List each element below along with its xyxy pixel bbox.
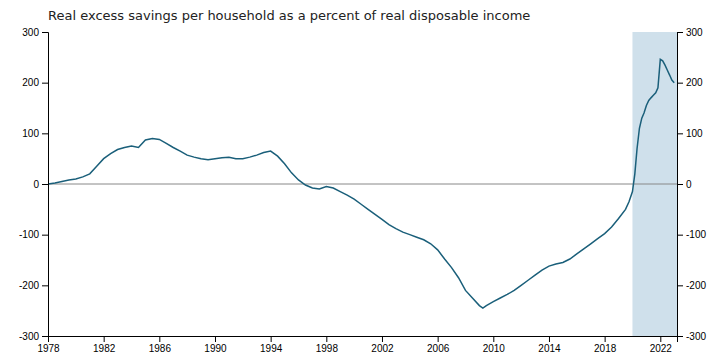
- tick: 1990: [204, 336, 227, 354]
- tick-label: 200: [686, 77, 703, 88]
- tick-mark: [493, 336, 494, 342]
- tick-mark: [549, 336, 550, 342]
- tick-mark: [677, 285, 683, 286]
- tick: 2022: [650, 336, 673, 354]
- tick-mark: [438, 336, 439, 342]
- tick-mark: [677, 32, 683, 33]
- axis-line: [49, 337, 678, 343]
- tick-mark: [382, 336, 383, 342]
- tick-mark: [677, 336, 683, 337]
- axis-line: [678, 33, 684, 337]
- tick: 100: [22, 128, 48, 139]
- tick: 200: [677, 77, 703, 88]
- data-line: [48, 59, 674, 308]
- tick-mark: [677, 184, 683, 185]
- tick-mark: [677, 133, 683, 134]
- tick: 300: [677, 27, 703, 38]
- tick-label: 1998: [316, 343, 339, 354]
- tick-label: 1982: [93, 343, 116, 354]
- tick-label: -100: [19, 229, 39, 240]
- tick-mark: [104, 336, 105, 342]
- tick-label: 2014: [538, 343, 561, 354]
- tick: 2018: [594, 336, 617, 354]
- tick-label: 2018: [594, 343, 617, 354]
- tick-mark: [42, 184, 48, 185]
- tick-mark: [42, 336, 48, 337]
- tick: 100: [677, 128, 703, 139]
- tick-label: 300: [22, 27, 39, 38]
- tick-mark: [677, 83, 683, 84]
- tick: 0: [33, 179, 48, 190]
- tick-mark: [42, 83, 48, 84]
- tick-mark: [215, 336, 216, 342]
- tick-label: -300: [19, 331, 39, 342]
- tick-label: 0: [33, 179, 39, 190]
- tick-label: 2010: [483, 343, 506, 354]
- tick-mark: [326, 336, 327, 342]
- tick: -200: [677, 280, 706, 291]
- tick-mark: [42, 235, 48, 236]
- tick: 0: [677, 179, 692, 190]
- tick-label: -300: [686, 331, 706, 342]
- tick-label: -200: [19, 280, 39, 291]
- plot-area: 1978 1982 1986 1990 1994 1998 2002 2006 2010 2014…: [19, 27, 706, 354]
- tick-label: 300: [686, 27, 703, 38]
- title: Real excess savings per household as a p…: [48, 8, 530, 23]
- tick-mark: [660, 336, 661, 342]
- data-layer: [48, 32, 677, 336]
- tick-label: 1990: [204, 343, 227, 354]
- y2-axis: -300 -200 -100 0 100 200 300: [677, 27, 706, 342]
- tick-label: 1978: [37, 343, 60, 354]
- tick: 1986: [149, 336, 172, 354]
- tick: 2002: [371, 336, 394, 354]
- tick-mark: [159, 336, 160, 342]
- tick: 1998: [316, 336, 339, 354]
- tick: 1982: [93, 336, 116, 354]
- tick: 1994: [260, 336, 283, 354]
- tick: -300: [677, 331, 706, 342]
- axis-line: [42, 33, 49, 337]
- tick-mark: [42, 133, 48, 134]
- tick: 2006: [427, 336, 450, 354]
- tick-label: 1994: [260, 343, 283, 354]
- tick: -100: [19, 229, 48, 240]
- tick: 300: [22, 27, 48, 38]
- tick-mark: [42, 285, 48, 286]
- tick-label: 2006: [427, 343, 450, 354]
- y-axis: -300 -200 -100 0 100 200 300: [19, 27, 49, 342]
- tick-label: 100: [22, 128, 39, 139]
- chart-container: 1978 1982 1986 1990 1994 1998 2002 2006 2010 2014…: [0, 0, 725, 364]
- tick-mark: [271, 336, 272, 342]
- tick: -200: [19, 280, 48, 291]
- tick-label: 1986: [149, 343, 172, 354]
- x-axis: 1978 1982 1986 1990 1994 1998 2002 2006 2010 2014…: [37, 336, 677, 354]
- tick: 2014: [538, 336, 561, 354]
- tick-mark: [677, 235, 683, 236]
- chart-svg: 1978 1982 1986 1990 1994 1998 2002 2006 2010 2014…: [0, 0, 725, 364]
- tick-mark: [42, 32, 48, 33]
- tick-label: 2022: [650, 343, 673, 354]
- tick: 200: [22, 77, 48, 88]
- tick-label: 2002: [371, 343, 394, 354]
- tick: 1978: [37, 336, 60, 354]
- tick: -100: [677, 229, 706, 240]
- tick-label: 0: [686, 179, 692, 190]
- tick-label: 100: [686, 128, 703, 139]
- tick-label: -100: [686, 229, 706, 240]
- tick-label: 200: [22, 77, 39, 88]
- tick-label: -200: [686, 280, 706, 291]
- tick-mark: [605, 336, 606, 342]
- tick: -300: [19, 331, 48, 342]
- tick: 2010: [483, 336, 506, 354]
- zero-line: [48, 184, 677, 185]
